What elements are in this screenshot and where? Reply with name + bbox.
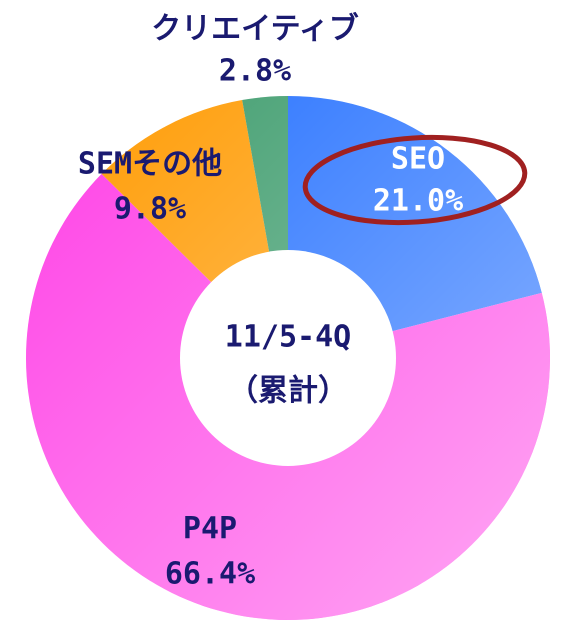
slice-label: P4P <box>183 512 237 547</box>
value-label: 21.0% <box>373 184 463 219</box>
donut-hole <box>180 250 396 466</box>
value-label: 9.8% <box>114 192 186 227</box>
value-label: 2.8% <box>219 54 291 89</box>
slice-label: クリエイティブ <box>151 12 359 47</box>
center-text: 11/5-4Q <box>225 320 351 355</box>
slice-label: SEMその他 <box>78 147 222 182</box>
highlight-ellipse <box>302 134 528 226</box>
center-text: （累計） <box>228 374 348 409</box>
slice-label: SEO <box>391 142 445 177</box>
value-label: 66.4% <box>165 557 255 592</box>
